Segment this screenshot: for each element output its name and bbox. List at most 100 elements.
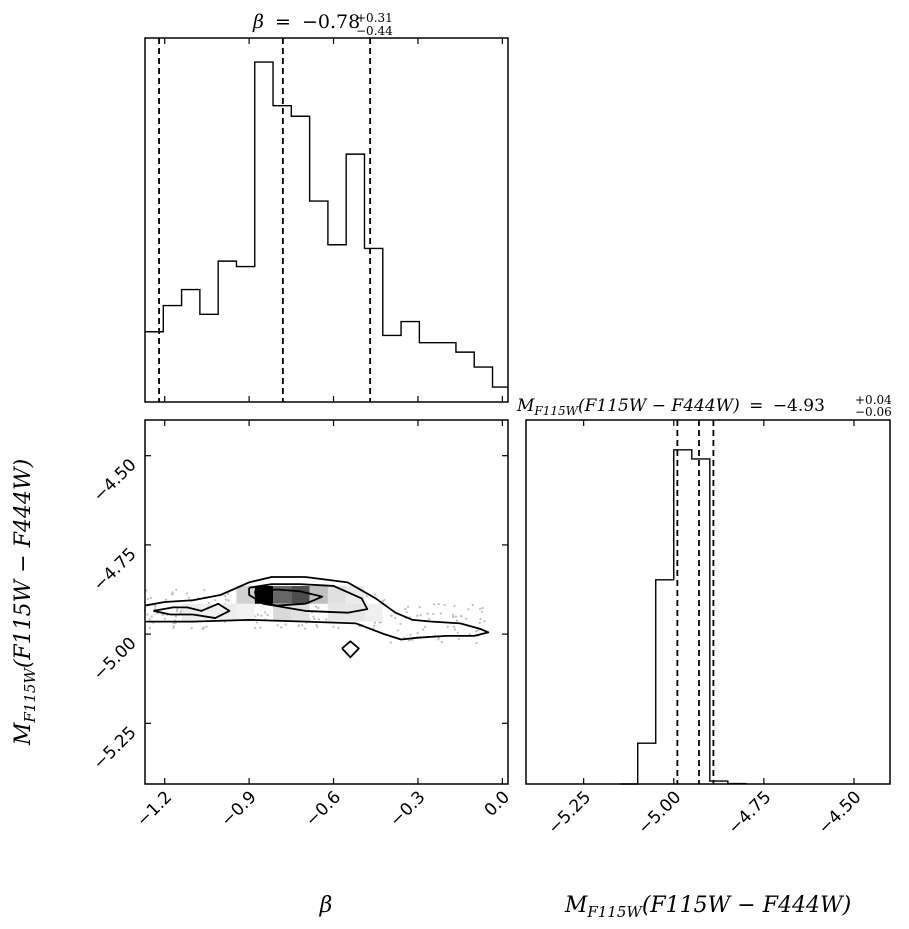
beta-histogram-panel bbox=[144, 37, 509, 403]
joint-x-tick-label-4: 0.0 bbox=[481, 787, 514, 820]
scatter-point bbox=[301, 624, 304, 627]
scatter-point bbox=[260, 614, 263, 617]
mag-histogram-steps bbox=[619, 449, 747, 785]
scatter-point bbox=[458, 637, 461, 641]
scatter-point bbox=[475, 630, 478, 633]
scatter-point bbox=[451, 615, 455, 619]
scatter-point bbox=[396, 629, 400, 632]
scatter-point bbox=[185, 592, 189, 595]
scatter-point bbox=[419, 614, 422, 617]
scatter-point bbox=[170, 593, 174, 596]
scatter-point bbox=[202, 627, 205, 630]
magnitude-histogram-panel: −5.25 −5.00 −4.75 −4.50 bbox=[525, 419, 891, 838]
scatter-point bbox=[390, 614, 393, 617]
beta-panel-frame bbox=[144, 37, 509, 403]
scatter-point bbox=[165, 598, 168, 601]
scatter-point bbox=[428, 617, 431, 621]
scatter-point bbox=[467, 608, 470, 611]
contour-line-4 bbox=[341, 640, 360, 659]
scatter-point bbox=[373, 624, 376, 627]
scatter-point bbox=[483, 620, 486, 623]
scatter-point bbox=[313, 617, 316, 621]
scatter-point bbox=[214, 599, 217, 602]
beta-histogram-steps bbox=[145, 61, 508, 388]
mag-x-tick-label-0: −5.25 bbox=[544, 787, 595, 838]
scatter-point bbox=[279, 626, 283, 629]
scatter-point bbox=[253, 626, 256, 630]
joint-x-tick-label-0: −1.2 bbox=[133, 787, 176, 830]
scatter-point bbox=[337, 626, 340, 629]
scatter-point bbox=[154, 605, 157, 608]
scatter-point bbox=[227, 599, 230, 602]
scatter-point bbox=[315, 624, 318, 627]
scatter-point bbox=[418, 606, 421, 609]
scatter-point bbox=[256, 613, 260, 616]
density-cell-2 bbox=[291, 585, 310, 604]
scatter-point bbox=[422, 628, 425, 631]
scatter-point bbox=[190, 627, 193, 630]
density-cell-15 bbox=[236, 603, 255, 622]
scatter-point bbox=[266, 613, 269, 617]
scatter-point bbox=[446, 625, 449, 628]
scatter-point bbox=[409, 633, 412, 636]
scatter-point bbox=[480, 610, 484, 613]
scatter-point bbox=[325, 618, 328, 621]
scatter-point bbox=[146, 613, 149, 616]
scatter-point bbox=[477, 629, 480, 632]
scatter-point bbox=[208, 601, 211, 605]
scatter-point bbox=[175, 588, 178, 591]
scatter-point bbox=[163, 617, 166, 620]
scatter-point bbox=[478, 621, 481, 624]
scatter-point bbox=[259, 626, 262, 629]
scatter-point bbox=[161, 613, 164, 617]
scatter-point bbox=[460, 614, 463, 618]
scatter-point bbox=[433, 603, 436, 606]
scatter-point bbox=[454, 615, 457, 618]
scatter-point bbox=[146, 597, 150, 601]
scatter-point bbox=[149, 596, 152, 600]
scatter-point bbox=[465, 617, 468, 620]
scatter-point bbox=[437, 638, 440, 641]
scatter-point bbox=[374, 593, 377, 596]
beta-title-upper: +0.31 bbox=[356, 11, 393, 25]
scatter-point bbox=[423, 625, 427, 628]
joint-x-tick-label-3: −0.3 bbox=[386, 787, 429, 830]
joint-y-tick-label-1: −4.75 bbox=[90, 544, 141, 595]
scatter-point bbox=[475, 641, 478, 645]
scatter-point bbox=[453, 604, 456, 607]
scatter-point bbox=[156, 612, 159, 615]
scatter-point bbox=[453, 628, 457, 631]
scatter-point bbox=[439, 612, 443, 615]
scatter-point bbox=[378, 621, 381, 624]
scatter-point bbox=[481, 606, 484, 610]
scatter-point bbox=[468, 632, 471, 636]
scatter-point bbox=[317, 618, 321, 621]
scatter-point bbox=[263, 611, 267, 614]
density-cell-1 bbox=[273, 585, 292, 604]
scatter-point bbox=[187, 596, 190, 599]
joint-x-tick-label-2: −0.6 bbox=[302, 787, 345, 830]
joint-density-panel: −1.2 −0.9 −0.6 −0.3 0.0 −4.50 −4.75 −5.00 −5.25 bbox=[90, 419, 514, 831]
joint-panel-frame bbox=[144, 419, 509, 785]
scatter-point bbox=[471, 603, 474, 607]
density-cell-5 bbox=[236, 585, 255, 604]
beta-title: β = −0.78 bbox=[252, 11, 360, 33]
scatter-point bbox=[224, 595, 227, 598]
scatter-point bbox=[399, 622, 402, 625]
scatter-point bbox=[455, 619, 459, 622]
scatter-point bbox=[148, 626, 152, 629]
scatter-point bbox=[440, 640, 444, 644]
scatter-point bbox=[174, 615, 177, 618]
scatter-point bbox=[416, 631, 419, 635]
scatter-point bbox=[255, 621, 259, 624]
mag-x-tick-label-1: −5.00 bbox=[634, 787, 685, 838]
scatter-point bbox=[316, 625, 319, 628]
scatter-point bbox=[365, 595, 368, 598]
density-cell-4 bbox=[327, 585, 347, 604]
scatter-point bbox=[303, 627, 307, 630]
scatter-point bbox=[174, 622, 177, 625]
scatter-point bbox=[479, 618, 482, 621]
scatter-point bbox=[145, 589, 148, 592]
mag-panel-frame bbox=[525, 419, 891, 785]
beta-title-lower: −0.44 bbox=[356, 24, 393, 38]
